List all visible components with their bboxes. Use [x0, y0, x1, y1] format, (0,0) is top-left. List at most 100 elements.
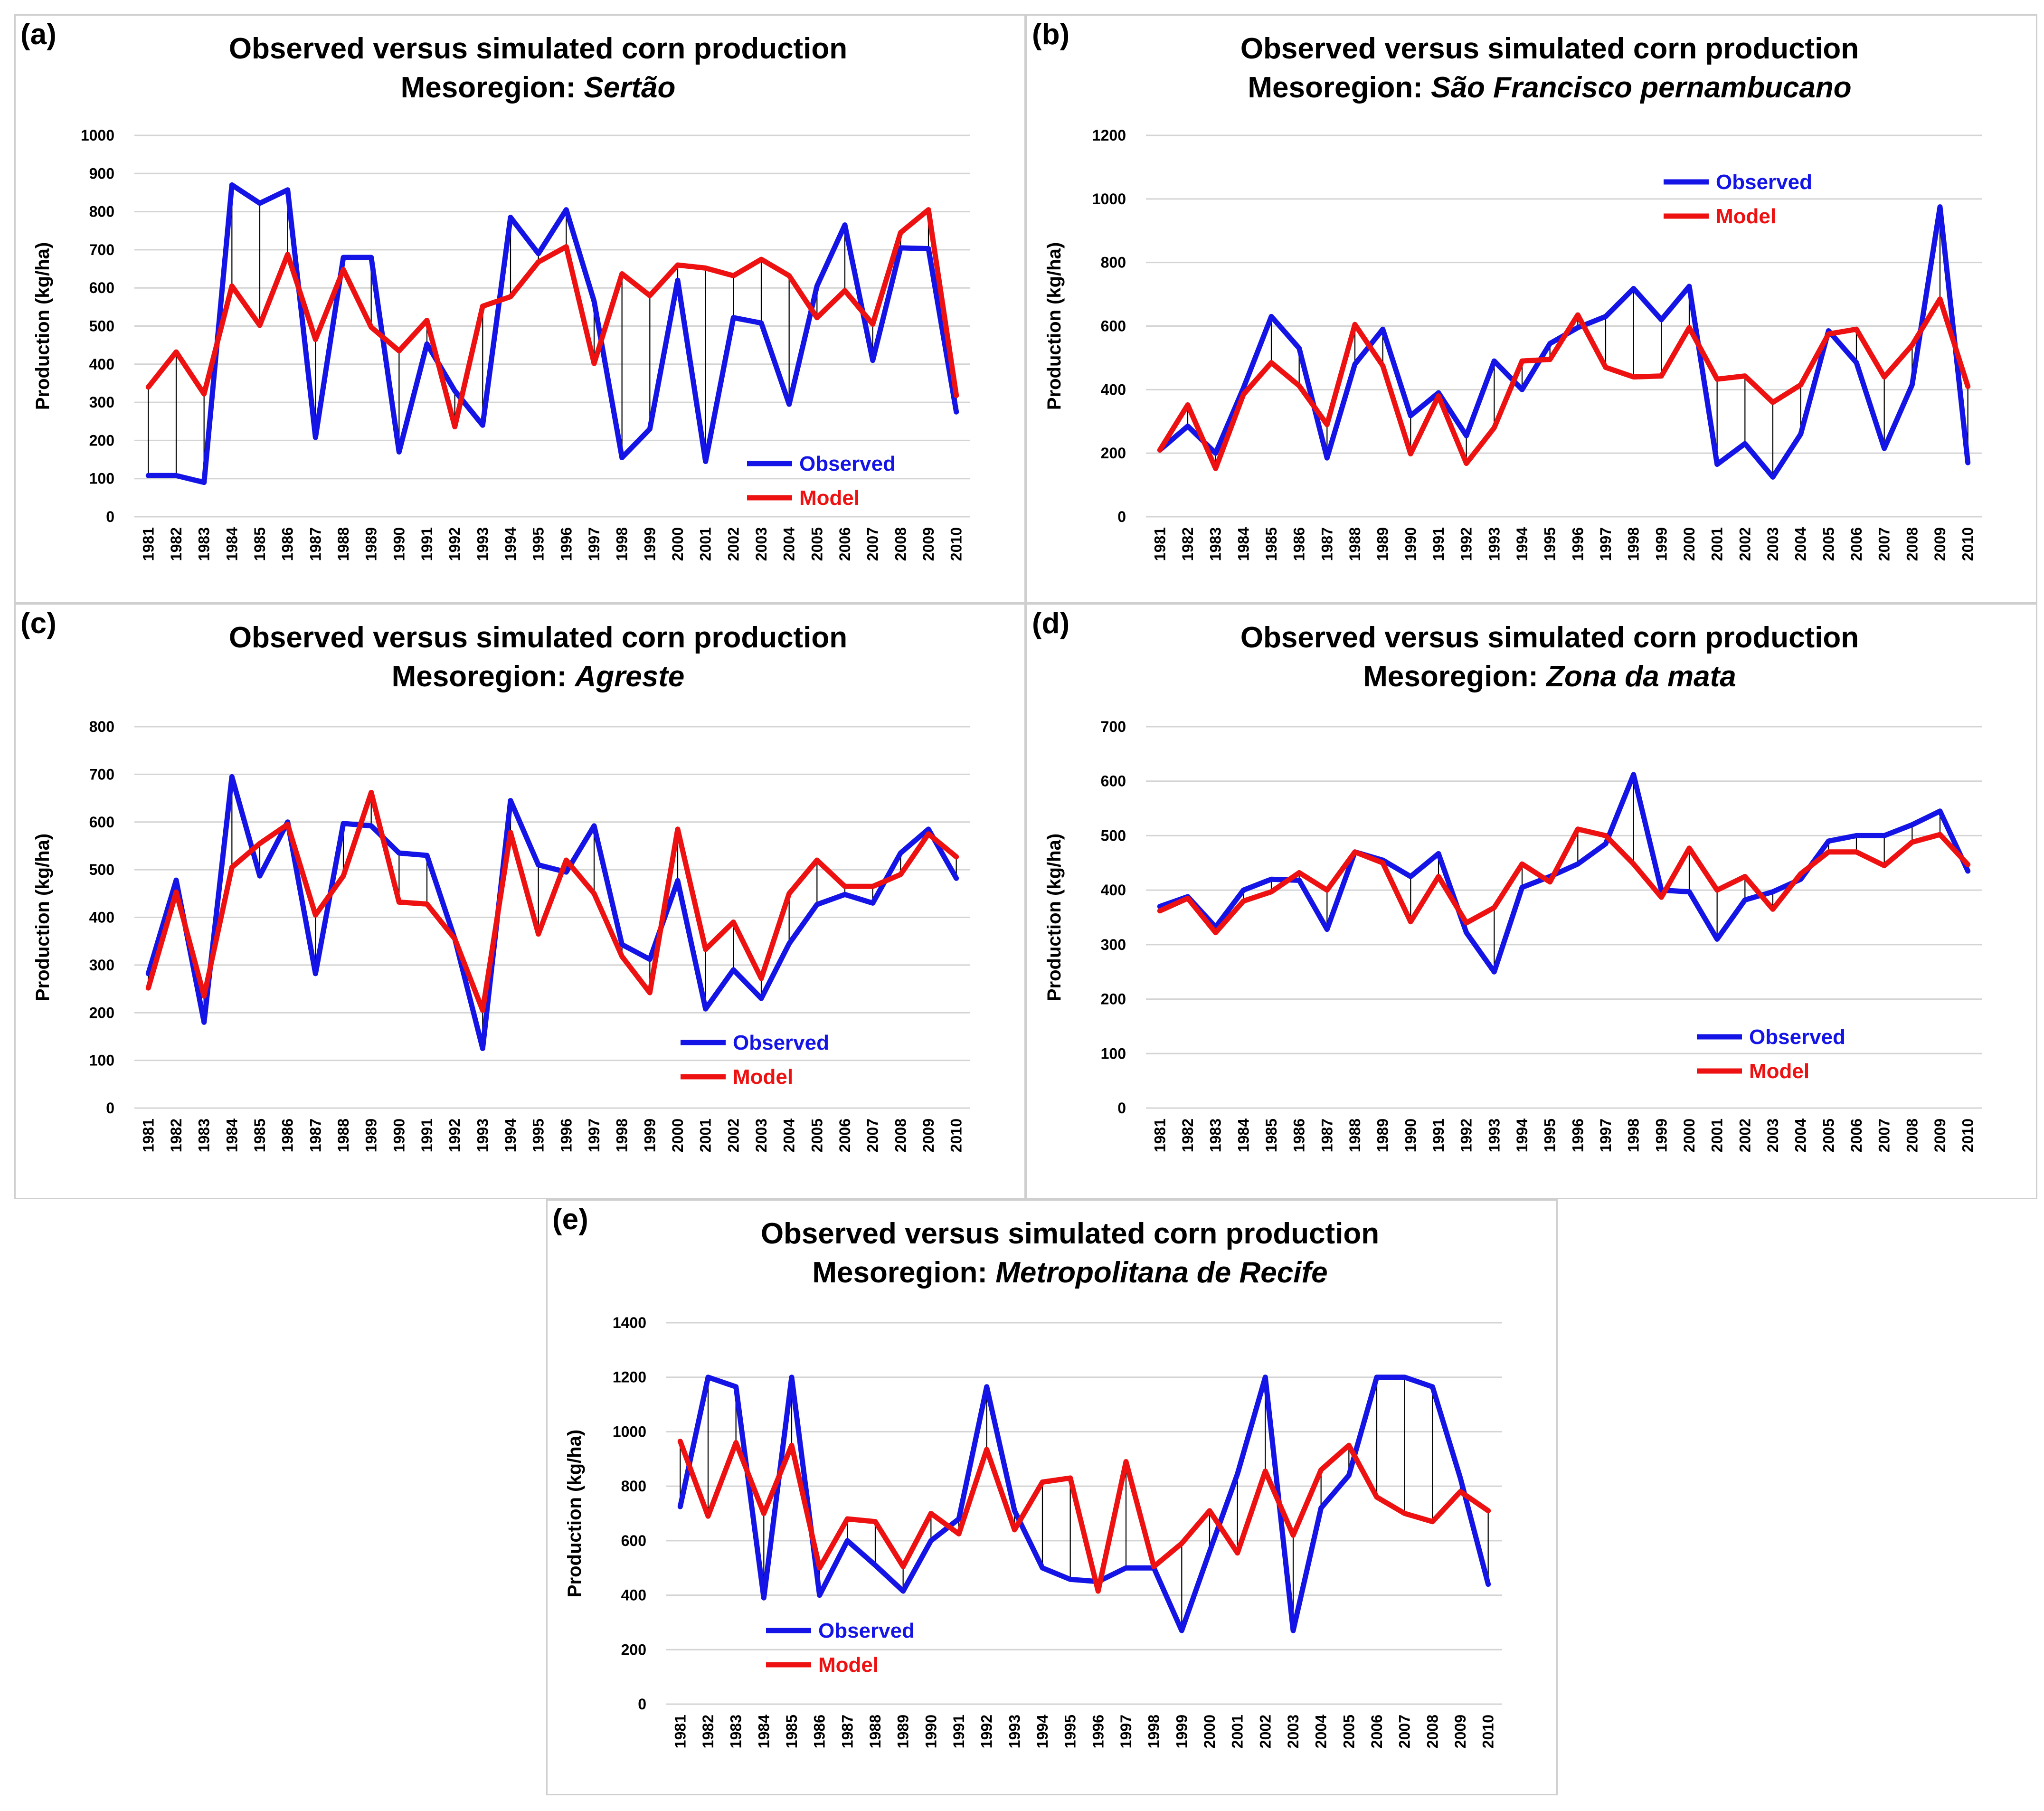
drop-lines [148, 777, 957, 1049]
y-tick-label: 1000 [81, 127, 114, 144]
y-tick-label: 900 [89, 165, 114, 182]
x-tick-label: 2007 [864, 1119, 881, 1152]
y-axis-label: Production (kg/ha) [564, 1430, 585, 1597]
x-tick-label: 2004 [1792, 527, 1809, 561]
x-tick-label: 1986 [1291, 527, 1308, 561]
x-tick-label: 1989 [1374, 527, 1391, 561]
x-tick-label: 2005 [1820, 1119, 1837, 1152]
x-tick-label: 1993 [474, 527, 491, 561]
x-tick-label: 2003 [1764, 527, 1781, 561]
x-tick-label: 1988 [867, 1715, 884, 1748]
x-tick-label: 1983 [196, 527, 213, 561]
y-tick-label: 400 [621, 1587, 646, 1604]
x-tick-label: 1994 [502, 527, 519, 561]
y-tick-label: 600 [1101, 318, 1126, 335]
chart-svg: Observed versus simulated corn productio… [1044, 32, 1982, 561]
y-tick-label: 200 [621, 1641, 646, 1658]
x-tick-label: 2006 [1848, 1119, 1865, 1152]
x-tick-label: 1981 [1151, 527, 1168, 561]
panel-label: (b) [1032, 18, 1070, 51]
x-tick-label: 2002 [1736, 1119, 1753, 1152]
subtitle-region: Agreste [574, 660, 684, 693]
x-tick-label: 1985 [1263, 527, 1280, 561]
x-tick-label: 1987 [1318, 1119, 1335, 1152]
series-line-observed [145, 182, 959, 485]
y-tick-label: 100 [1101, 1045, 1126, 1062]
x-tick-label: 2006 [836, 527, 853, 561]
x-tick-label: 1987 [839, 1715, 856, 1748]
x-tick-label: 1995 [1542, 527, 1559, 561]
legend-label-observed: Observed [733, 1031, 829, 1054]
y-tick-label: 0 [1117, 508, 1126, 525]
y-tick-label: 500 [89, 318, 114, 335]
y-tick-label: 1000 [1092, 190, 1126, 208]
x-tick-label: 2010 [948, 527, 965, 561]
x-tick-label: 1990 [922, 1715, 939, 1748]
x-tick-label: 2004 [1313, 1715, 1330, 1748]
x-tick-label: 2003 [1285, 1715, 1302, 1748]
y-tick-label: 800 [1101, 254, 1126, 271]
x-tick-label: 1986 [811, 1715, 828, 1748]
legend-label-observed: Observed [1716, 171, 1812, 194]
x-tick-label: 2002 [725, 1119, 742, 1152]
y-tick-label: 1400 [613, 1314, 646, 1331]
chart-svg: Observed versus simulated corn productio… [564, 1217, 1502, 1748]
x-tick-label: 1999 [641, 1119, 658, 1152]
x-tick-label: 2010 [1480, 1715, 1497, 1748]
x-tick-label: 1991 [418, 527, 435, 561]
x-tick-label: 1983 [196, 1119, 213, 1152]
x-tick-label: 1987 [1318, 527, 1335, 561]
x-tick-label: 2002 [1257, 1715, 1274, 1748]
x-tick-label: 1984 [755, 1715, 772, 1748]
x-tick-label: 1995 [1062, 1715, 1079, 1748]
legend-label-observed: Observed [799, 452, 896, 475]
x-tick-label: 1994 [1514, 1119, 1531, 1152]
chart-title: Observed versus simulated corn productio… [229, 32, 847, 65]
x-tick-label: 2006 [836, 1119, 853, 1152]
x-tick-label: 1992 [446, 527, 464, 561]
legend-label-observed: Observed [1749, 1025, 1845, 1049]
series-line-model [1157, 296, 1971, 471]
y-axis-label: Production (kg/ha) [1044, 242, 1065, 410]
x-tick-label: 1983 [1207, 527, 1224, 561]
x-tick-label: 2008 [1903, 1119, 1921, 1152]
x-tick-label: 1999 [1173, 1715, 1190, 1748]
x-tick-label: 1995 [530, 527, 547, 561]
x-tick-label: 1981 [140, 527, 157, 561]
x-tick-label: 1993 [1486, 1119, 1503, 1152]
x-tick-label: 1998 [1625, 1119, 1642, 1152]
y-tick-label: 300 [89, 957, 114, 974]
x-tick-label: 1996 [1569, 527, 1586, 561]
y-tick-label: 600 [89, 814, 114, 831]
y-tick-label: 400 [89, 356, 114, 373]
x-tick-label: 2010 [1959, 527, 1977, 561]
subtitle-prefix: Mesoregion: [392, 660, 575, 693]
x-tick-label: 1990 [390, 1119, 407, 1152]
x-tick-label: 1997 [586, 1119, 603, 1152]
chart-subtitle: Mesoregion: Metropolitana de Recife [812, 1256, 1327, 1289]
x-tick-label: 1998 [1625, 527, 1642, 561]
x-tick-label: 1999 [1653, 527, 1670, 561]
y-tick-label: 1000 [613, 1423, 646, 1440]
x-tick-label: 2010 [948, 1119, 965, 1152]
y-axis-label: Production (kg/ha) [32, 834, 53, 1001]
x-tick-label: 2003 [753, 527, 770, 561]
y-tick-label: 100 [89, 470, 114, 487]
chart-panel-e: Observed versus simulated corn productio… [546, 1199, 1558, 1795]
y-tick-label: 300 [1101, 936, 1126, 953]
x-tick-label: 2001 [697, 527, 714, 561]
x-tick-label: 1989 [363, 1119, 380, 1152]
y-tick-label: 300 [89, 394, 114, 411]
y-tick-label: 400 [1101, 381, 1126, 398]
series-line-observed [677, 1375, 1491, 1633]
x-tick-label: 1984 [223, 527, 240, 561]
x-tick-label: 1988 [1346, 527, 1363, 561]
x-tick-label: 1998 [614, 1119, 631, 1152]
x-tick-label: 2009 [920, 1119, 937, 1152]
series-line-model [145, 207, 959, 429]
x-tick-label: 1994 [1514, 527, 1531, 561]
x-tick-label: 2000 [1681, 1119, 1698, 1152]
x-tick-label: 1991 [950, 1715, 967, 1748]
x-tick-label: 1982 [700, 1715, 717, 1748]
x-tick-label: 1994 [502, 1119, 519, 1152]
